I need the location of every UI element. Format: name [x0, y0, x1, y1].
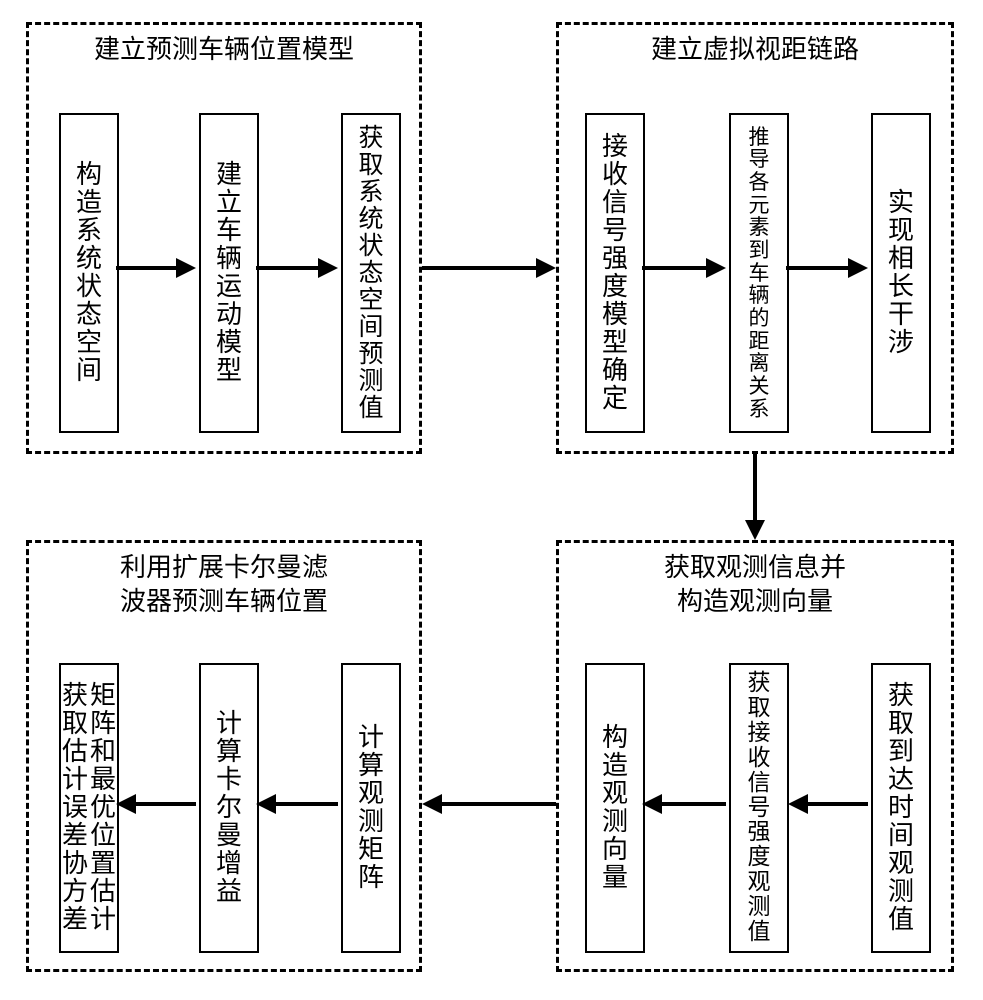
arrow-head — [176, 258, 196, 278]
arrow-head — [536, 258, 556, 278]
group-g3: 获取观测信息并 构造观测向量构造观测向量 获取接收信号强度观测值 获取到达时间观测值 — [556, 540, 954, 972]
step-box-g1b3: 获取系统状态空间预测值 — [341, 113, 401, 433]
step-box-g4b2: 计算卡尔曼增益 — [199, 663, 259, 953]
step-box-g4b1: 获取估计误差协方差矩阵和最优位置估计 — [59, 663, 119, 953]
arrow-a5 — [786, 266, 850, 270]
arrow-a4 — [642, 266, 708, 270]
group-g1: 建立预测车辆位置模型构造系统状态空间 建立车辆运动模型 获取系统状态空间预测值 — [26, 22, 422, 454]
arrow-head — [642, 794, 662, 814]
arrow-head — [256, 794, 276, 814]
arrow-head — [422, 794, 442, 814]
arrow-a9 — [440, 802, 556, 806]
group-title: 利用扩展卡尔曼滤 波器预测车辆位置 — [29, 551, 419, 619]
arrow-head — [788, 794, 808, 814]
group-title: 建立虚拟视距链路 — [559, 33, 951, 67]
arrow-a7 — [806, 802, 868, 806]
step-box-g2b1: 接收信号强度模型确定 — [585, 113, 645, 433]
arrow-a2 — [256, 266, 320, 270]
arrow-a3 — [422, 266, 538, 270]
step-box-g1b1: 构造系统状态空间 — [59, 113, 119, 433]
step-box-g2b3: 实现相长干涉 — [871, 113, 931, 433]
arrow-a1 — [116, 266, 178, 270]
arrow-head — [116, 794, 136, 814]
step-box-g2b2: 推导各元素到车辆的距离关系 — [729, 113, 789, 433]
group-g4: 利用扩展卡尔曼滤 波器预测车辆位置获取估计误差协方差矩阵和最优位置估计 计算卡尔曼… — [26, 540, 422, 972]
group-title: 获取观测信息并 构造观测向量 — [559, 551, 951, 619]
arrow-a11 — [134, 802, 196, 806]
arrow-head — [318, 258, 338, 278]
step-box-g3b3: 获取到达时间观测值 — [871, 663, 931, 953]
flowchart-canvas: 建立预测车辆位置模型构造系统状态空间 建立车辆运动模型 获取系统状态空间预测值 建立虚… — [20, 20, 963, 980]
step-box-g1b2: 建立车辆运动模型 — [199, 113, 259, 433]
step-box-g3b1: 构造观测向量 — [585, 663, 645, 953]
arrow-head — [848, 258, 868, 278]
arrow-a8 — [660, 802, 726, 806]
arrow-head — [706, 258, 726, 278]
step-box-g3b2: 获取接收信号强度观测值 — [729, 663, 789, 953]
arrow-head — [745, 520, 765, 540]
arrow-a6 — [753, 454, 757, 522]
arrow-a10 — [274, 802, 338, 806]
group-g2: 建立虚拟视距链路接收信号强度模型确定 推导各元素到车辆的距离关系 实现相长干涉 — [556, 22, 954, 454]
step-box-g4b3: 计算观测矩阵 — [341, 663, 401, 953]
group-title: 建立预测车辆位置模型 — [29, 33, 419, 67]
